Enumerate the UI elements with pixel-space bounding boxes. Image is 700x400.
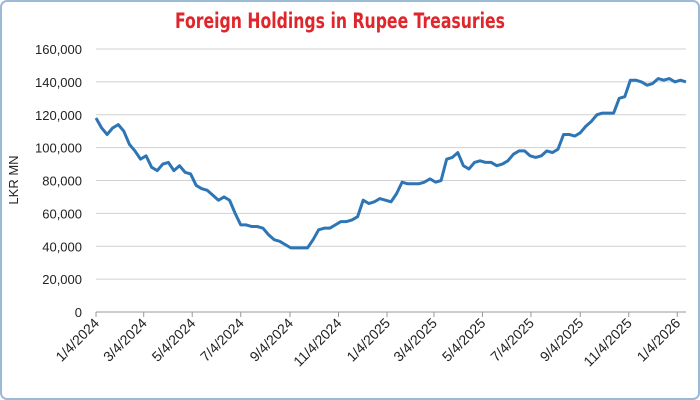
y-tick-label: 0: [75, 305, 82, 320]
y-tick-label: 100,000: [35, 141, 82, 156]
y-tick-label: 40,000: [42, 239, 82, 254]
chart-title: Foreign Holdings in Rupee Treasuries: [175, 9, 505, 33]
y-axis-label: LKR MN: [6, 155, 21, 204]
y-tick-label: 120,000: [35, 108, 82, 123]
data-line: [94, 77, 687, 250]
y-tick-label: 60,000: [42, 206, 82, 221]
y-tick-label: 160,000: [35, 42, 82, 57]
y-tick-label: 140,000: [35, 75, 82, 90]
y-tick-label: 20,000: [42, 272, 82, 287]
y-tick-label: 80,000: [42, 174, 82, 189]
